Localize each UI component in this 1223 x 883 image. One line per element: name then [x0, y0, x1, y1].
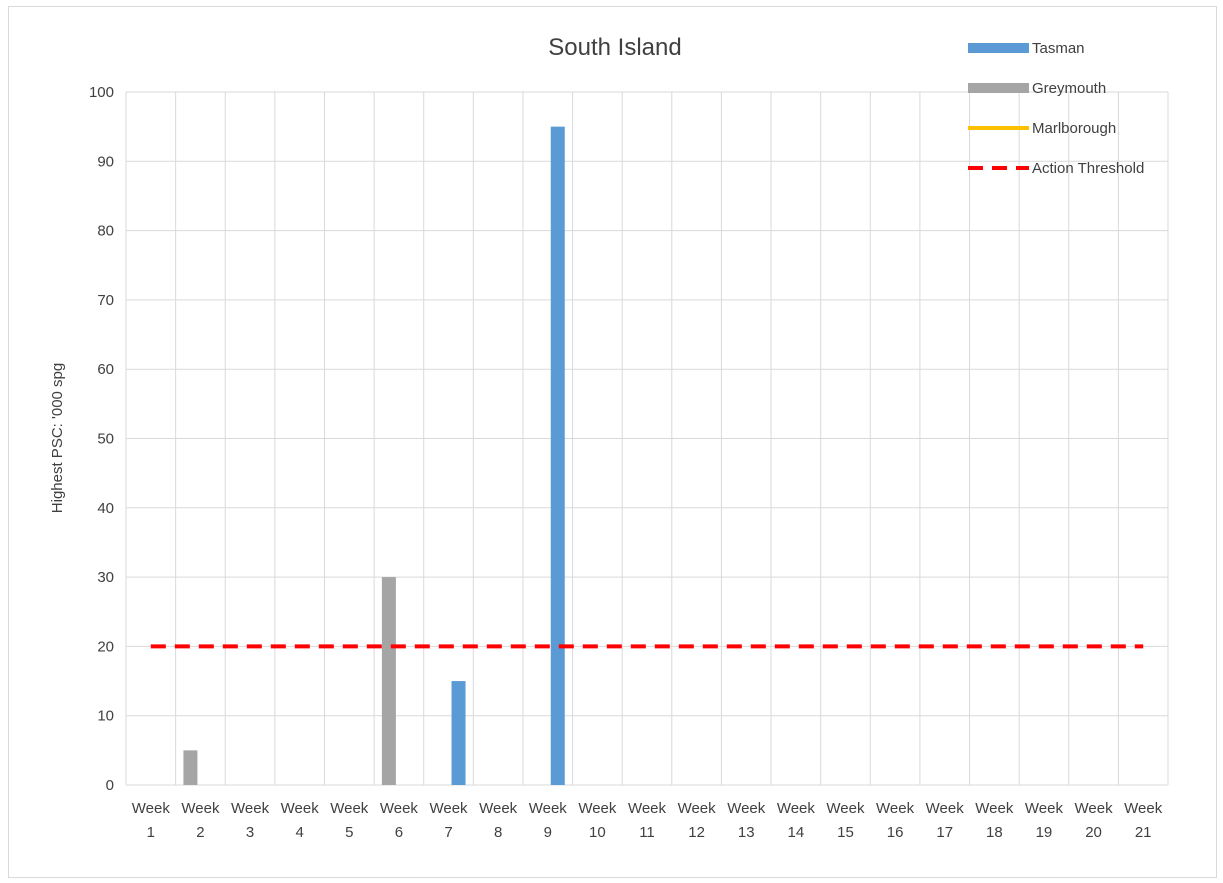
x-tick-label-line1: Week	[380, 800, 419, 817]
x-tick-label-line2: 15	[837, 824, 854, 841]
y-tick-label: 20	[97, 638, 114, 655]
x-tick-label-line2: 12	[688, 824, 705, 841]
y-tick-label: 50	[97, 431, 114, 448]
x-tick-label-line1: Week	[727, 800, 766, 817]
bar-greymouth	[381, 577, 396, 785]
x-tick-label-line2: 18	[986, 824, 1003, 841]
y-tick-label: 40	[97, 500, 114, 517]
x-tick-label-line2: 9	[544, 824, 552, 841]
x-tick-label-line1: Week	[777, 800, 816, 817]
bar-greymouth	[183, 750, 198, 785]
x-tick-label-line1: Week	[132, 800, 171, 817]
x-tick-label-line2: 7	[444, 824, 452, 841]
x-tick-label-line1: Week	[281, 800, 320, 817]
chart-title: South Island	[548, 34, 681, 61]
x-tick-label-line2: 1	[147, 824, 155, 841]
x-tick-label-line1: Week	[1025, 800, 1064, 817]
y-tick-label: 0	[106, 777, 114, 794]
legend-entry: Greymouth	[1032, 80, 1106, 97]
legend-swatch	[968, 83, 1029, 93]
x-tick-label-line2: 13	[738, 824, 755, 841]
x-tick-label-line1: Week	[826, 800, 865, 817]
x-tick-label-line2: 19	[1036, 824, 1053, 841]
x-tick-label-line2: 17	[936, 824, 953, 841]
bar-tasman	[550, 126, 565, 785]
x-tick-label-line1: Week	[926, 800, 965, 817]
x-tick-label-line2: 8	[494, 824, 502, 841]
x-tick-label-line2: 11	[639, 824, 655, 841]
x-tick-label-line2: 14	[788, 824, 805, 841]
y-tick-label: 60	[97, 361, 114, 378]
y-tick-label: 100	[89, 84, 114, 101]
legend-entry: Tasman	[1032, 40, 1085, 57]
chart-frame	[8, 6, 1217, 878]
x-tick-label-line1: Week	[876, 800, 915, 817]
x-tick-label-line1: Week	[578, 800, 617, 817]
tick-labels: 0 10 20 30 40 50 60 70 80 90 100 Week 1 Week 2 Week 3 Wee…	[89, 84, 1163, 841]
x-tick-label-line1: Week	[1124, 800, 1163, 817]
x-tick-label-line1: Week	[529, 800, 568, 817]
x-tick-label-line1: Week	[975, 800, 1014, 817]
y-axis-label: Highest PSC: '000 spg	[49, 363, 66, 513]
legend-swatch	[968, 43, 1029, 53]
bar-tasman	[451, 681, 466, 785]
x-tick-label-line2: 16	[887, 824, 904, 841]
x-tick-label-line1: Week	[678, 800, 717, 817]
x-tick-label-line2: 21	[1135, 824, 1152, 841]
x-tick-label-line1: Week	[628, 800, 667, 817]
x-tick-label-line1: Week	[330, 800, 369, 817]
legend: Tasman Greymouth Marlborough Action Thresho…	[968, 40, 1144, 177]
y-tick-label: 80	[97, 223, 114, 240]
y-tick-label: 30	[97, 569, 114, 586]
x-tick-label-line2: 10	[589, 824, 606, 841]
x-tick-label-line1: Week	[1075, 800, 1114, 817]
x-tick-label-line2: 6	[395, 824, 403, 841]
x-tick-label-line2: 2	[196, 824, 204, 841]
x-tick-label-line2: 20	[1085, 824, 1102, 841]
y-tick-label: 70	[97, 292, 114, 309]
x-tick-label-line1: Week	[181, 800, 220, 817]
gridlines	[125, 91, 1169, 786]
x-tick-label-line1: Week	[231, 800, 270, 817]
x-tick-label-line2: 3	[246, 824, 254, 841]
legend-entry: Action Threshold	[1032, 160, 1144, 177]
y-tick-label: 10	[97, 708, 114, 725]
x-tick-label-line1: Week	[429, 800, 468, 817]
bars	[183, 126, 565, 785]
legend-entry: Marlborough	[1032, 120, 1116, 137]
y-tick-label: 90	[97, 153, 114, 170]
x-tick-label-line2: 5	[345, 824, 353, 841]
x-tick-label-line2: 4	[295, 824, 303, 841]
x-tick-label-line1: Week	[479, 800, 518, 817]
